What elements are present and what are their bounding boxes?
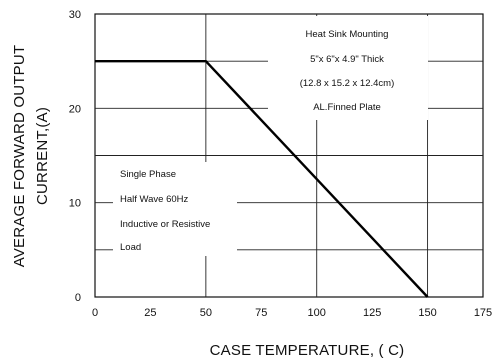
x-tick-label: 175 xyxy=(474,307,492,319)
conditions-note-line: Inductive or Resistive xyxy=(120,219,210,230)
x-tick-label: 100 xyxy=(308,307,326,319)
x-tick-label: 50 xyxy=(200,307,212,319)
heat-sink-note-box xyxy=(268,16,428,120)
conditions-note-line: Load xyxy=(120,242,141,253)
x-axis-title: CASE TEMPERATURE, ( C) xyxy=(210,342,405,359)
y-tick-label: 20 xyxy=(69,103,81,115)
x-tick-label: 75 xyxy=(255,307,267,319)
x-tick-label: 125 xyxy=(363,307,381,319)
y-axis-title-line2: CURRENT,(A) xyxy=(34,107,51,205)
y-tick-labels: 0 10 20 30 xyxy=(69,9,81,304)
heat-sink-note-line: Heat Sink Mounting xyxy=(306,29,389,40)
heat-sink-note-line: 5"x 6"x 4.9" Thick xyxy=(310,54,384,65)
x-tick-label: 0 xyxy=(92,307,98,319)
y-tick-label: 0 xyxy=(75,292,81,304)
series-group xyxy=(95,59,429,298)
y-axis-title-line1: AVERAGE FORWARD OUTPUT xyxy=(11,45,28,267)
conditions-note-line: Single Phase xyxy=(120,169,176,180)
x-tick-label: 150 xyxy=(418,307,436,319)
y-tick-label: 10 xyxy=(69,198,81,210)
x-tick-label: 25 xyxy=(144,307,156,319)
heat-sink-note-line: AL.Finned Plate xyxy=(313,102,381,113)
derating-curve xyxy=(95,59,429,298)
x-tick-labels: 0 25 50 75 100 125 150 175 xyxy=(92,307,492,319)
y-tick-label: 30 xyxy=(69,9,81,21)
heat-sink-note-line: (12.8 x 15.2 x 12.4cm) xyxy=(300,78,395,89)
conditions-note-line: Half Wave 60Hz xyxy=(120,194,189,205)
conditions-note-box xyxy=(113,162,237,256)
